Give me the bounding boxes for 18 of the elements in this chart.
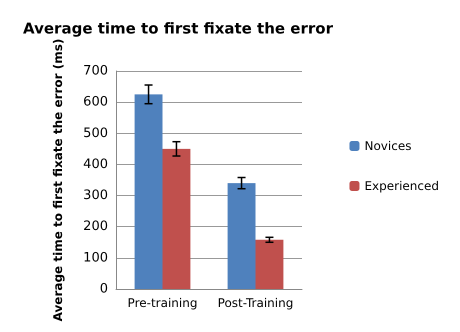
y-tick-label: 0 bbox=[100, 282, 108, 296]
legend-label: Experienced bbox=[364, 179, 440, 193]
bar bbox=[134, 94, 162, 289]
y-tick-label: 400 bbox=[83, 156, 108, 172]
bar bbox=[162, 148, 190, 289]
y-axis-title: Average time to first fixate the error (ms) bbox=[51, 38, 65, 322]
chart-title: Average time to first fixate the error bbox=[23, 20, 334, 38]
y-tick-label: 200 bbox=[83, 219, 108, 234]
x-tick-label: Post-Training bbox=[218, 296, 294, 310]
y-tick-label: 300 bbox=[83, 188, 108, 204]
y-tick-label: 600 bbox=[83, 94, 108, 110]
x-tick-label: Pre-training bbox=[128, 296, 198, 310]
y-tick-label: 500 bbox=[83, 126, 108, 141]
y-tick-label: 700 bbox=[83, 64, 108, 78]
bar bbox=[228, 183, 256, 289]
bar bbox=[256, 240, 284, 289]
legend-label: Novices bbox=[364, 139, 412, 153]
y-tick-label: 100 bbox=[83, 250, 108, 266]
